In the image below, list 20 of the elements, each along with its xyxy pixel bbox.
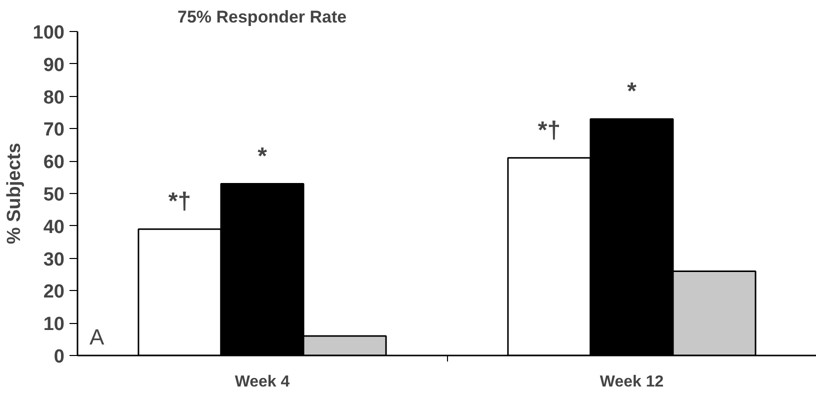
data-label: *† xyxy=(168,188,192,216)
x-tick-label: Week 12 xyxy=(600,374,664,390)
y-tick-label: 50 xyxy=(43,184,65,206)
y-axis-title: % Subjects xyxy=(4,142,25,244)
chart-title: 75% Responder Rate xyxy=(178,8,347,26)
y-tick-label: 100 xyxy=(32,22,64,44)
y-tick-label: 10 xyxy=(43,314,65,336)
y-tick-label: 30 xyxy=(43,249,65,270)
y-tick-label: 80 xyxy=(43,87,65,108)
data-label: * xyxy=(627,78,638,105)
y-tick-label: 20 xyxy=(43,282,65,303)
y-tick-label: 90 xyxy=(43,54,65,76)
data-label: *† xyxy=(538,116,561,144)
x-tick-label: Week 4 xyxy=(234,374,290,390)
annotation: A xyxy=(90,324,104,350)
y-tick-label: 60 xyxy=(43,152,65,174)
y-tick-label: 0 xyxy=(54,346,65,368)
y-tick-label: 70 xyxy=(43,120,65,141)
data-label: * xyxy=(258,142,268,170)
y-tick-label: 40 xyxy=(43,216,65,238)
